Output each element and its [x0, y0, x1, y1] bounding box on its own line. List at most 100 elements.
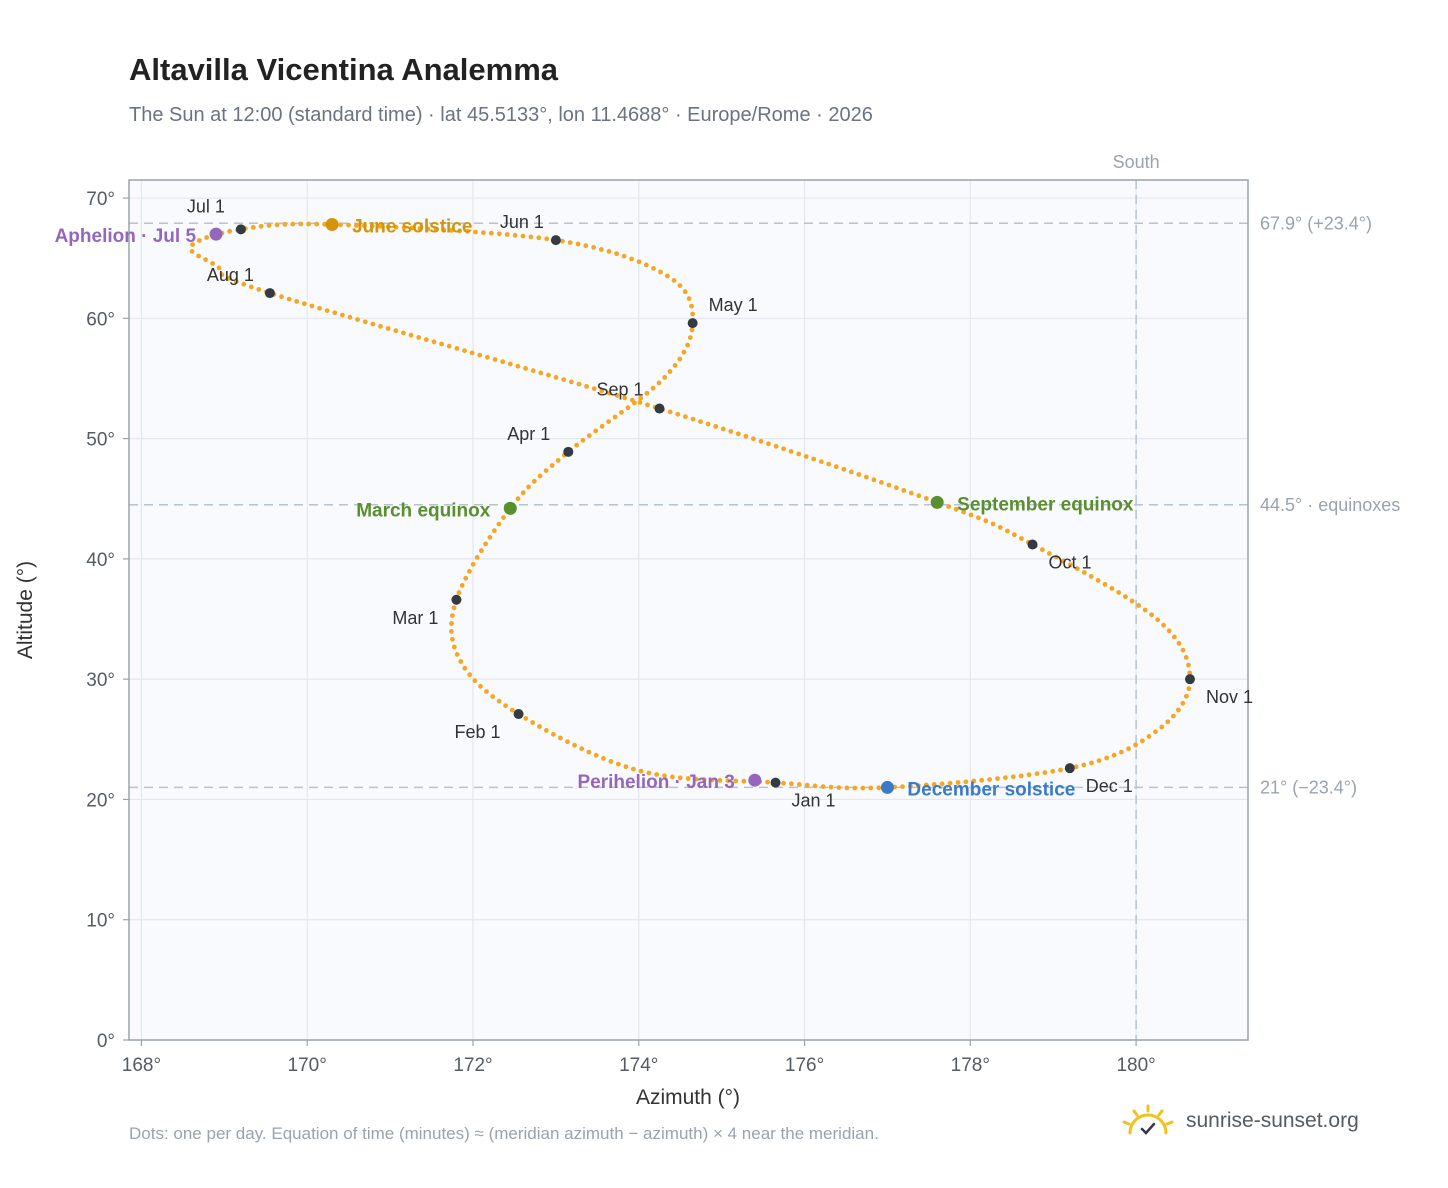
- daily-sun-dot: [431, 339, 437, 345]
- daily-sun-dot: [317, 305, 322, 311]
- daily-sun-dot: [662, 375, 668, 380]
- daily-sun-dot: [456, 590, 462, 596]
- daily-sun-dot: [309, 303, 315, 309]
- daily-sun-dot: [512, 232, 518, 238]
- daily-sun-dot: [433, 227, 439, 232]
- daily-sun-dot: [1186, 662, 1191, 668]
- daily-sun-dot: [637, 400, 643, 405]
- daily-sun-dot: [1034, 771, 1040, 777]
- daily-sun-dot: [457, 228, 462, 234]
- daily-sun-dot: [735, 431, 741, 437]
- daily-sun-dot: [629, 256, 634, 262]
- daily-sun-dot: [446, 343, 452, 349]
- daily-sun-dot: [561, 377, 567, 382]
- daily-sun-dot: [340, 312, 345, 318]
- daily-sun-dot: [203, 257, 209, 263]
- x-tick-label: 172°: [453, 1055, 492, 1076]
- daily-sun-dot: [685, 776, 691, 781]
- event-marker-dot: [748, 773, 762, 787]
- daily-sun-dot: [549, 463, 555, 468]
- daily-sun-dot: [241, 281, 247, 287]
- daily-sun-dot: [504, 232, 510, 237]
- daily-sun-dot: [567, 240, 573, 246]
- daily-sun-dot: [523, 716, 529, 721]
- daily-sun-dot: [1089, 760, 1094, 766]
- daily-sun-dot: [1146, 734, 1152, 739]
- daily-sun-dot: [591, 245, 596, 250]
- daily-sun-dot: [501, 515, 506, 520]
- daily-sun-dot: [789, 781, 794, 787]
- event-marker-dot: [325, 218, 339, 232]
- y-tick-label: 30°: [86, 670, 115, 691]
- daily-sun-dot: [971, 778, 977, 784]
- daily-sun-dot: [908, 490, 914, 496]
- daily-sun-dot: [324, 308, 330, 313]
- x-tick-label: 180°: [1116, 1055, 1155, 1076]
- daily-sun-dot: [1172, 634, 1177, 640]
- daily-sun-dot: [538, 370, 544, 376]
- daily-sun-dot: [631, 766, 636, 772]
- daily-sun-dot: [233, 279, 239, 284]
- daily-sun-dot: [725, 778, 731, 784]
- daily-sun-dot: [828, 784, 834, 790]
- daily-sun-dot: [474, 555, 480, 560]
- daily-sun-dot: [916, 493, 922, 499]
- daily-sun-dot: [385, 224, 391, 230]
- daily-sun-dot: [580, 437, 586, 443]
- daily-sun-dot: [1047, 551, 1052, 556]
- daily-sun-dot: [1129, 598, 1135, 604]
- brand-link[interactable]: sunrise-sunset.org: [1120, 1103, 1359, 1139]
- daily-sun-dot: [555, 458, 561, 463]
- daily-sun-dot: [248, 284, 254, 290]
- event-marker-label: September equinox: [957, 494, 1134, 515]
- daily-sun-dot: [677, 283, 683, 288]
- daily-sun-dot: [717, 778, 723, 783]
- daily-sun-dot: [651, 266, 656, 271]
- event-marker-dot: [209, 227, 223, 241]
- daily-sun-dot: [636, 259, 642, 265]
- daily-sun-dot: [515, 363, 521, 369]
- daily-sun-dot: [983, 518, 989, 524]
- event-markers: June solstice March equinox September equi…: [55, 217, 1134, 801]
- daily-sun-dot: [530, 368, 536, 374]
- daily-sun-dot: [733, 778, 739, 784]
- daily-sun-dot: [526, 484, 531, 490]
- daily-sun-dot: [683, 414, 688, 420]
- brand-name: sunrise-sunset.org: [1186, 1109, 1359, 1132]
- daily-sun-dot: [690, 311, 695, 317]
- daily-sun-dot: [629, 397, 635, 403]
- daily-sun-dot: [868, 785, 874, 791]
- daily-sun-dot: [908, 783, 913, 789]
- daily-sun-dot: [1187, 670, 1193, 676]
- daily-sun-dot: [487, 534, 493, 540]
- daily-sun-dot: [1149, 612, 1154, 618]
- month-marker-dot: [451, 594, 462, 605]
- daily-sun-dot: [1111, 752, 1117, 758]
- daily-sun-dot: [250, 225, 256, 230]
- daily-sun-dot: [1165, 719, 1171, 725]
- daily-sun-dot: [483, 541, 488, 547]
- daily-sun-dot: [369, 223, 375, 229]
- plot-area: [129, 180, 1248, 1040]
- daily-sun-dot: [409, 225, 415, 231]
- daily-sun-dot: [844, 785, 850, 791]
- daily-sun-dot: [638, 768, 644, 774]
- x-axis-ticks: 168° 170° 172° 174° 176° 178° 180°: [122, 1040, 1156, 1076]
- daily-sun-dot: [1180, 700, 1186, 706]
- daily-sun-dot: [621, 253, 627, 259]
- daily-sun-dot: [841, 466, 847, 472]
- daily-sun-dot: [751, 436, 756, 442]
- x-tick-label: 174°: [619, 1055, 658, 1076]
- daily-sun-dot: [705, 421, 711, 427]
- daily-sun-dot: [1042, 770, 1048, 775]
- daily-sun-dot: [467, 672, 473, 678]
- daily-sun-dot: [852, 785, 858, 791]
- daily-sun-dot: [689, 327, 695, 333]
- daily-sun-dot: [689, 303, 694, 309]
- daily-sun-dot: [677, 775, 683, 781]
- daily-sun-dot: [645, 402, 650, 408]
- page-title: Altavilla Vicentina Analemma: [129, 52, 559, 87]
- daily-sun-dot: [860, 785, 866, 791]
- month-marker-dot: [550, 235, 561, 246]
- daily-sun-dot: [490, 694, 496, 699]
